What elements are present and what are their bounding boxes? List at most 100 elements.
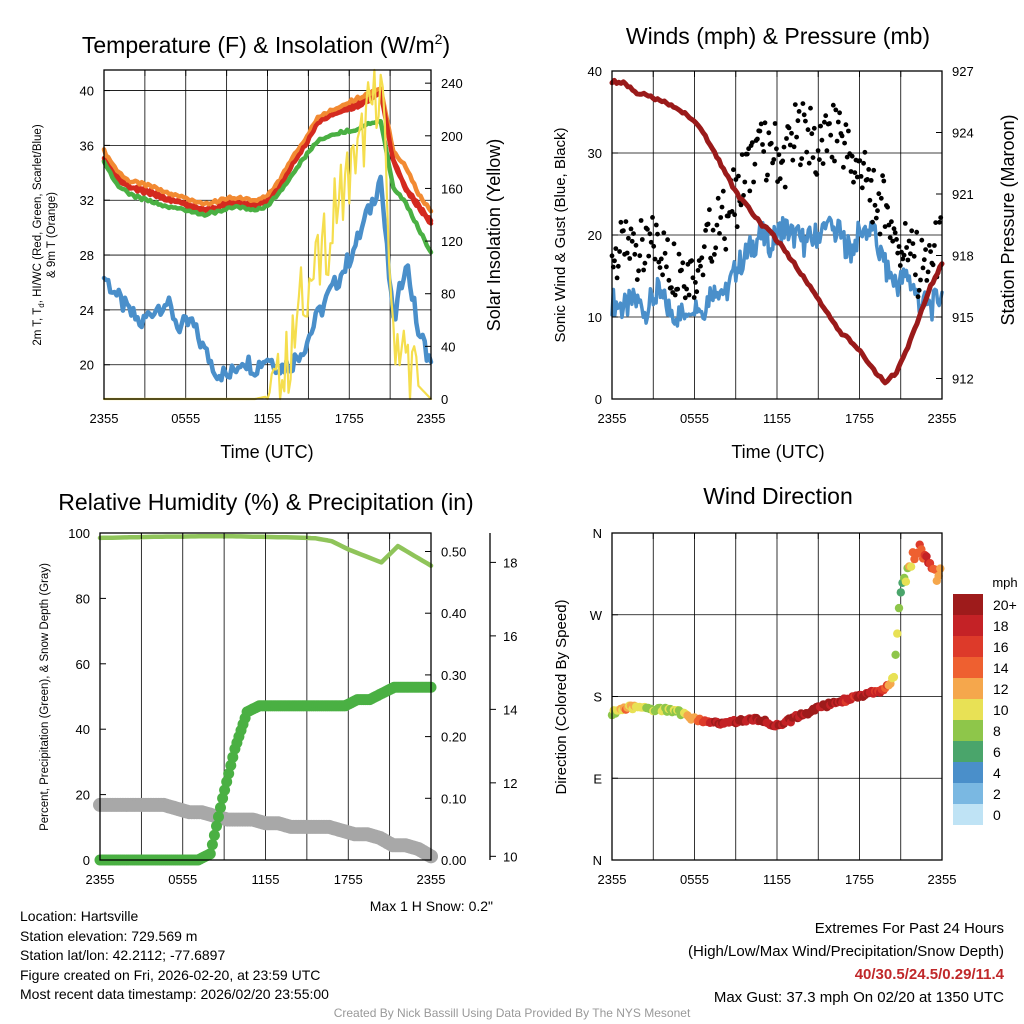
humidity-ticks: 2355 0555 1155 1755 2355 0 20 40 60 80 100 0.00 0.10…: [68, 526, 517, 887]
gust-point: [679, 267, 684, 273]
gust-point: [633, 242, 639, 248]
gust-point: [686, 292, 692, 298]
x-tick-label: 2355: [598, 872, 627, 887]
gust-point: [771, 157, 777, 162]
colorbar-swatch: [953, 762, 983, 783]
gust-point: [925, 269, 931, 275]
precip-point: [206, 839, 218, 851]
gust-point: [731, 167, 736, 173]
insolation-y-axis-label: Solar Insolation (Yellow): [484, 139, 504, 331]
x-tick-label: 2355: [928, 872, 957, 887]
gust-point: [842, 140, 847, 146]
gust-point: [910, 241, 916, 247]
winds-y-axis-label: Sonic Wind & Gust (Blue, Black): [552, 127, 569, 342]
y2-tick-label: 200: [441, 129, 463, 144]
direction-point: [901, 577, 911, 586]
precip-point: [208, 829, 220, 841]
y-tick-label: 0: [83, 853, 90, 868]
x-tick-label: 2355: [90, 411, 119, 426]
gust-point: [652, 256, 658, 262]
gust-point: [645, 226, 650, 232]
colorbar-label: 8: [993, 723, 1001, 739]
gust-point: [872, 202, 878, 208]
gust-point: [774, 146, 779, 152]
station-location: Location: Hartsville: [20, 908, 139, 924]
gust-point: [671, 241, 677, 247]
y2-tick-label: 40: [441, 339, 455, 354]
temperature-gridlines: [104, 70, 431, 399]
y2-tick-label: 0.30: [441, 668, 466, 683]
gust-point: [892, 230, 898, 236]
gust-point: [794, 134, 799, 140]
gust-point: [682, 295, 688, 301]
gust-point: [805, 127, 811, 133]
gust-point: [818, 123, 823, 129]
y-tick-label: 100: [68, 526, 90, 541]
gust-point: [782, 184, 788, 190]
temperature-panel: Temperature (F) & Insolation (W/m2) 2355…: [32, 31, 504, 462]
y-tick-label: 0: [595, 392, 602, 407]
colorbar-swatch: [953, 594, 983, 615]
series-wind-chill-blue-: [101, 174, 434, 383]
y-tick-label: N: [593, 853, 602, 868]
temperature-ticks: 2355 0555 1155 1755 2355 20 24 28 32 36 40 0 40 80 120…: [80, 70, 463, 426]
gust-point: [895, 250, 901, 256]
gust-point: [680, 260, 686, 266]
gust-point: [765, 172, 770, 178]
max-snow-note: Max 1 H Snow: 0.2": [370, 898, 493, 914]
precip-point: [219, 784, 231, 796]
y2-tick-label: 0.50: [441, 545, 466, 560]
gust-point: [896, 244, 902, 249]
x-tick-label: 2355: [417, 411, 446, 426]
gust-point: [747, 188, 753, 194]
gust-point: [784, 136, 789, 141]
x-tick-label: 0555: [171, 411, 200, 426]
gust-point: [881, 178, 887, 184]
gust-point: [738, 202, 744, 208]
gust-point: [757, 128, 763, 134]
gust-point: [662, 250, 668, 256]
precip-point: [221, 776, 233, 788]
gust-point: [751, 179, 756, 185]
gust-point: [723, 246, 729, 252]
gust-point: [801, 112, 807, 118]
gust-point: [772, 121, 778, 126]
precip-point: [204, 848, 216, 860]
gust-point: [852, 170, 858, 176]
gust-point: [665, 237, 670, 243]
gust-point: [875, 208, 880, 214]
gust-point: [815, 148, 821, 154]
gust-point: [868, 178, 874, 183]
x-tick-label: 1755: [334, 872, 363, 887]
direction-point: [906, 562, 916, 571]
y2-tick-label: 160: [441, 181, 463, 196]
gust-point: [811, 125, 817, 131]
gust-point: [714, 222, 720, 228]
gust-point: [648, 239, 654, 245]
gust-point: [666, 277, 672, 283]
temperature-panel-title: Temperature (F) & Insolation (W/m2): [82, 31, 450, 58]
humidity-panel-title: Relative Humidity (%) & Precipitation (i…: [58, 489, 473, 515]
x-tick-label: 1155: [763, 411, 791, 426]
gust-point: [900, 256, 906, 262]
x-tick-label: 1755: [335, 411, 364, 426]
extremes-subtitle: (High/Low/Max Wind/Precipitation/Snow De…: [688, 943, 1004, 960]
gust-point: [796, 109, 802, 114]
y2-tick-label: 0.10: [441, 791, 466, 806]
gust-point: [866, 167, 872, 172]
y-tick-label: 32: [80, 193, 94, 208]
gust-point: [828, 132, 834, 138]
gust-point: [932, 243, 937, 248]
gust-point: [651, 243, 657, 249]
y2-tick-label: 912: [952, 372, 974, 387]
gust-point: [618, 219, 624, 225]
gust-point: [776, 152, 782, 158]
gust-point: [631, 231, 636, 237]
wind-direction-ticks: 2355 0555 1155 1755 2355 N E S W N: [590, 526, 957, 887]
y3-tick-label: 18: [503, 555, 517, 570]
gust-point: [908, 251, 913, 257]
gust-point: [849, 153, 855, 159]
gust-point: [646, 253, 652, 259]
y2-tick-label: 240: [441, 76, 463, 91]
gust-point: [617, 249, 622, 254]
